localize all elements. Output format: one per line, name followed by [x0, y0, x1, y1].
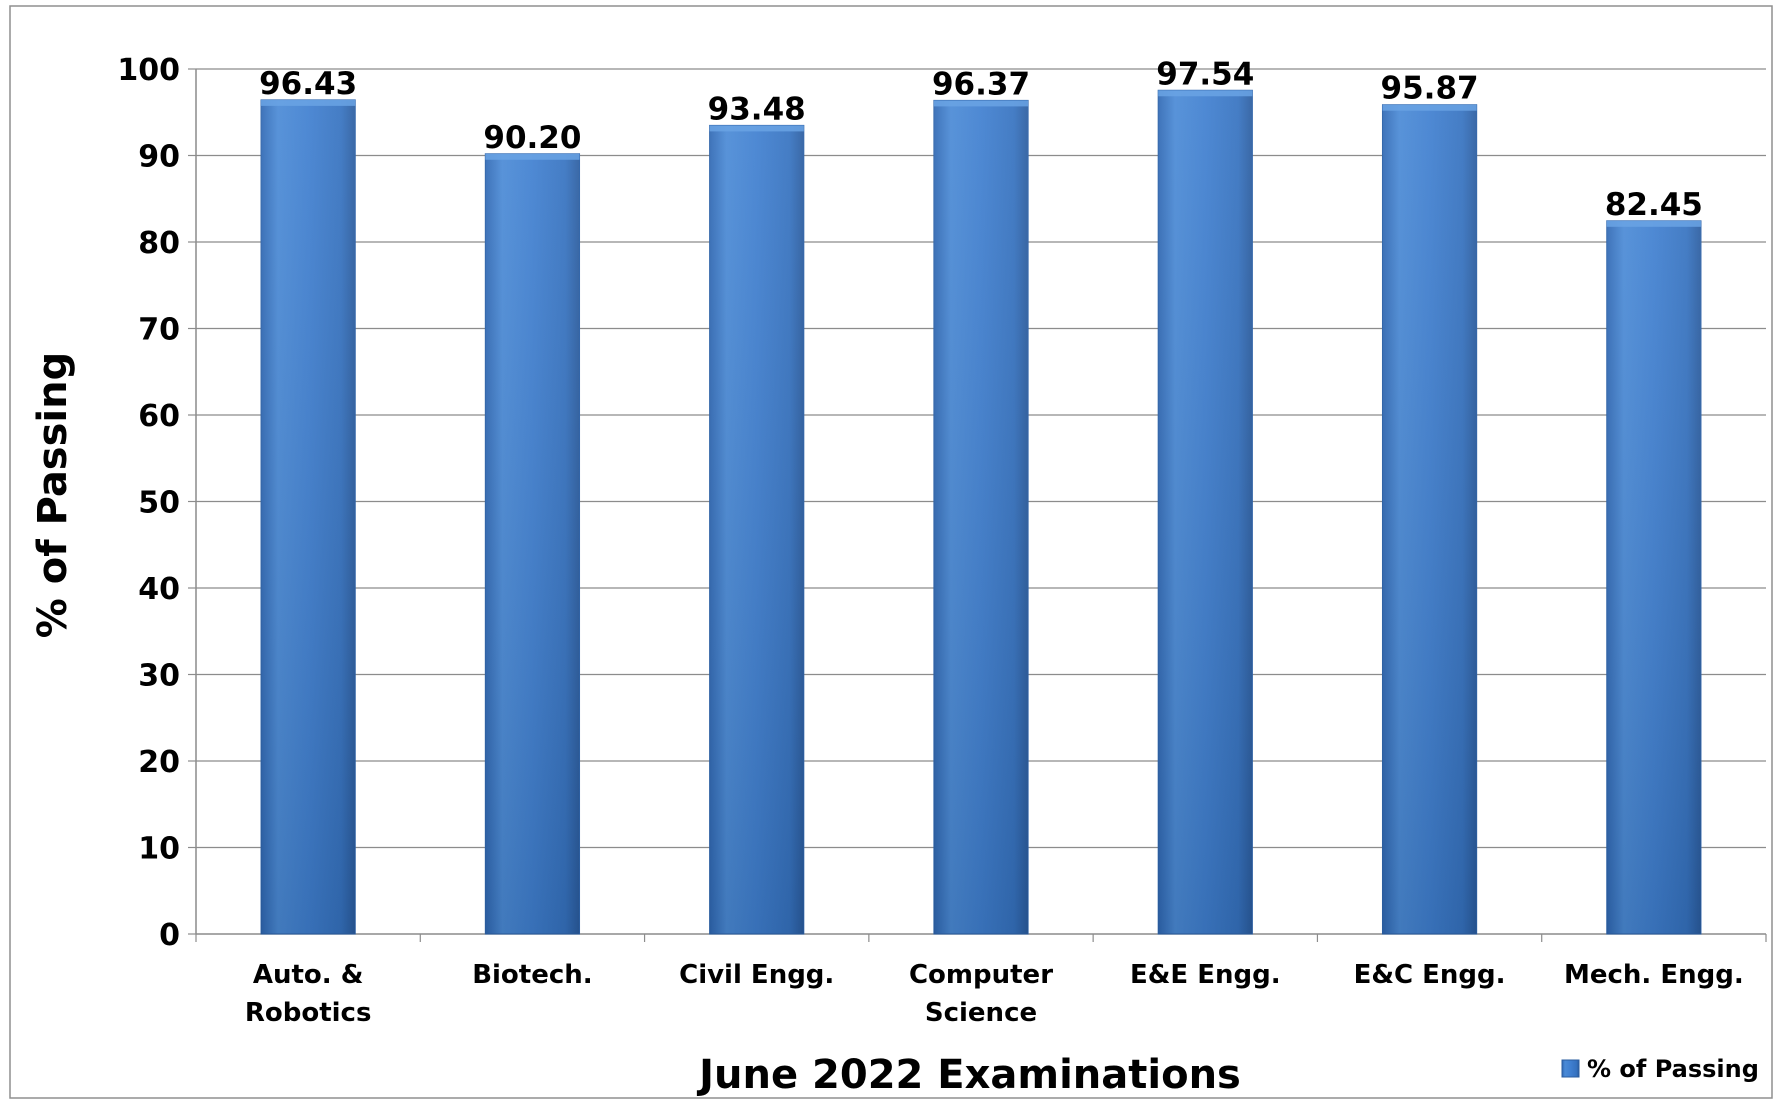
x-tick-label: Civil Engg. [679, 960, 834, 990]
bar-shading [709, 125, 804, 934]
data-label: 95.87 [1381, 71, 1479, 107]
data-label: 93.48 [708, 91, 806, 127]
bar-top-highlight [1382, 104, 1477, 111]
bar-top-highlight [261, 99, 356, 106]
tick-labels: 0 10 20 30 40 50 60 70 80 90 100 Auto. & Robotics Bio… [117, 53, 1743, 1028]
x-tick-label: Science [925, 998, 1037, 1028]
data-label: 90.20 [483, 120, 581, 156]
y-axis-title: % of Passing [30, 352, 76, 638]
y-tick-label: 10 [138, 832, 180, 867]
x-tick-label: E&C Engg. [1354, 960, 1506, 990]
legend: % of Passing [1561, 1055, 1759, 1083]
x-tick-label: Computer [909, 960, 1053, 990]
x-tick-label: E&E Engg. [1130, 960, 1281, 990]
bar-shading [261, 99, 356, 935]
bar-top-highlight [1606, 220, 1701, 227]
bar-shading [933, 100, 1029, 935]
x-tick-label: Mech. Engg. [1564, 960, 1744, 990]
y-tick-label: 60 [138, 399, 180, 434]
bar-top-highlight [1158, 90, 1253, 97]
bar-top-highlight [709, 125, 804, 132]
bar-top-highlight [485, 153, 580, 160]
y-tick-label: 40 [138, 572, 180, 607]
y-tick-label: 50 [138, 486, 180, 521]
y-tick-label: 100 [117, 53, 180, 88]
x-tick-label: Auto. & [253, 960, 364, 990]
x-tick-label: Robotics [245, 998, 372, 1028]
bar-shading [1382, 104, 1477, 935]
data-label: 97.54 [1156, 56, 1254, 92]
bar-shading [1606, 220, 1701, 934]
data-label: 96.43 [259, 66, 357, 102]
data-label: 82.45 [1605, 187, 1703, 223]
data-label: 96.37 [932, 66, 1030, 102]
x-axis-title: June 2022 Examinations [696, 1052, 1241, 1098]
data-labels: 96.43 90.20 93.48 96.37 97.54 95.87 82.45 [259, 56, 1703, 223]
bar-shading [1158, 90, 1253, 935]
y-tick-label: 90 [138, 140, 180, 175]
y-tick-label: 20 [138, 745, 180, 780]
y-tick-label: 30 [138, 659, 180, 694]
bar-top-highlight [933, 100, 1029, 107]
bars [260, 89, 1702, 935]
chart-border [9, 5, 1773, 1099]
legend-label: % of Passing [1587, 1055, 1759, 1083]
legend-swatch [1561, 1059, 1580, 1078]
y-tick-label: 80 [138, 226, 180, 261]
y-tick-label: 70 [138, 313, 180, 348]
y-tick-label: 0 [159, 918, 180, 953]
x-tick-label: Biotech. [472, 960, 592, 990]
bar-shading [485, 153, 580, 934]
